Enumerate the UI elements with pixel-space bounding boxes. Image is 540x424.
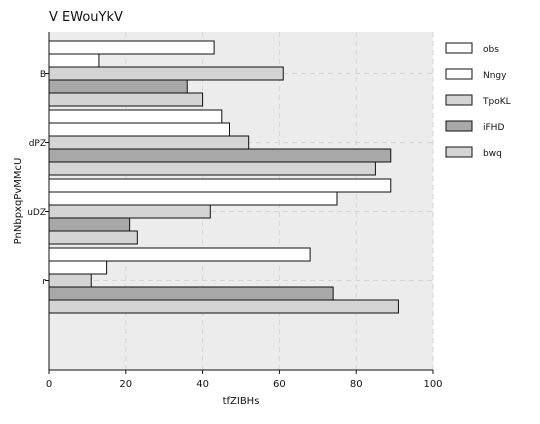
- bar: [48, 92, 204, 107]
- legend-label: bwq: [483, 149, 502, 159]
- bar: [48, 148, 392, 163]
- x-tick-label: 80: [350, 379, 363, 390]
- x-tick-label: 20: [119, 379, 132, 390]
- bar: [48, 273, 92, 288]
- bar: [48, 191, 338, 206]
- x-tick-label: 40: [196, 379, 209, 390]
- y-axis-label: PnNbpxqPvMMcU: [13, 158, 24, 245]
- legend-swatch: [445, 42, 473, 54]
- bar: [48, 178, 392, 193]
- legend: obs Nngy TpoKL iFHD bwq: [445, 42, 511, 159]
- bar: [48, 40, 215, 55]
- bar: [48, 286, 334, 301]
- bar: [48, 161, 376, 176]
- y-tick-label: B: [40, 70, 46, 80]
- bar: [48, 122, 230, 137]
- bar: [48, 217, 131, 232]
- chart-title: V EWouYkV: [49, 10, 123, 25]
- x-tick-label: 60: [273, 379, 286, 390]
- x-tick-label: 0: [46, 379, 52, 390]
- bar: [48, 66, 284, 81]
- bar: [48, 79, 188, 94]
- bar: [48, 230, 138, 245]
- bars: [48, 40, 399, 314]
- legend-label: iFHD: [483, 123, 504, 133]
- x-tick-label: 100: [423, 379, 442, 390]
- legend-swatch: [445, 94, 473, 106]
- bar: [48, 204, 211, 219]
- legend-swatch: [445, 120, 473, 132]
- legend-swatch: [445, 146, 473, 158]
- bar: [48, 109, 223, 124]
- legend-label: Nngy: [483, 71, 507, 81]
- bar: [48, 53, 100, 68]
- bar: [48, 299, 399, 314]
- legend-label: TpoKL: [482, 97, 511, 107]
- legend-label: obs: [483, 45, 499, 55]
- x-axis-label: tfZIBHs: [223, 396, 260, 407]
- legend-swatch: [445, 68, 473, 80]
- bar: [48, 135, 250, 150]
- y-tick-label: r: [42, 277, 46, 287]
- bar: [48, 247, 311, 262]
- bar: [48, 260, 108, 275]
- y-tick-label: dPZ: [29, 139, 46, 149]
- y-tick-label: uDZ: [27, 208, 46, 218]
